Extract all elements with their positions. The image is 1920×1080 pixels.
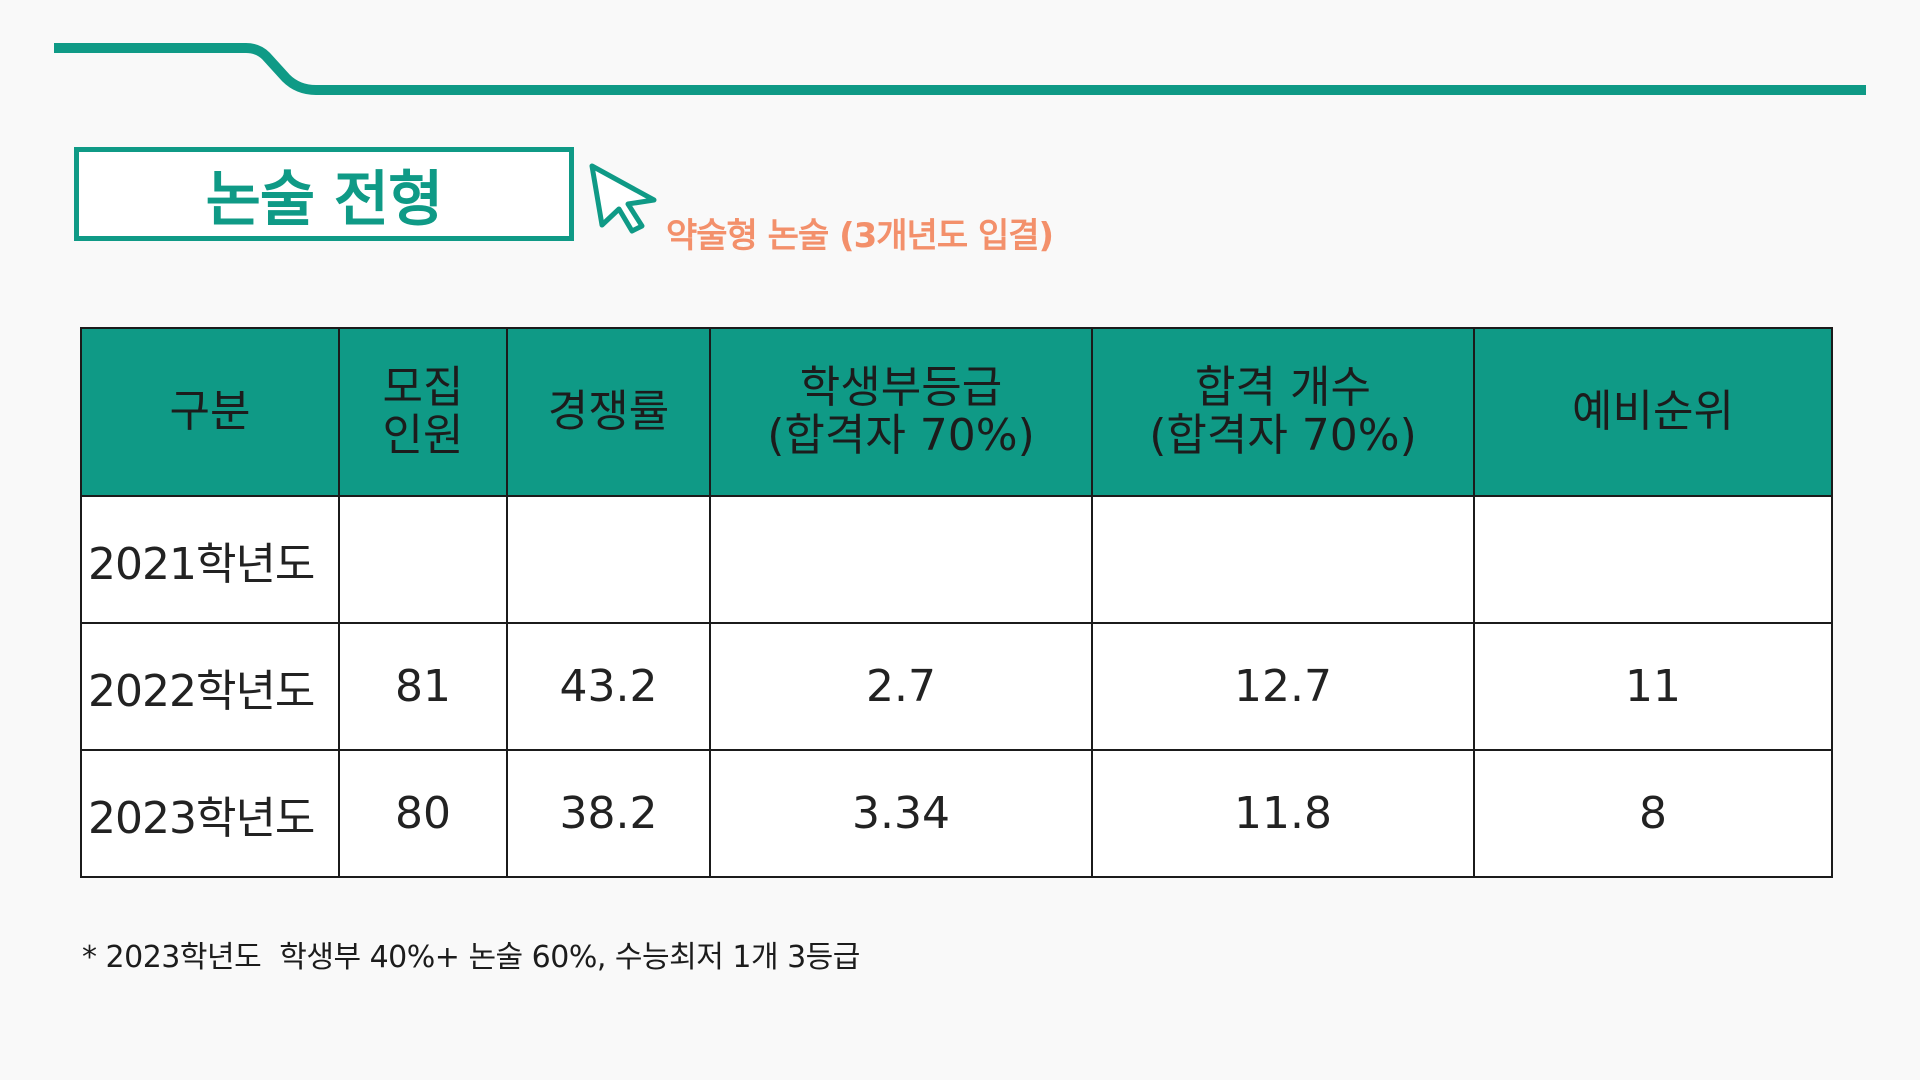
table-row: 2022학년도 81 43.2 2.7 12.7 11 xyxy=(80,622,1833,751)
cell-recruit xyxy=(338,495,508,624)
header-pass-count: 합격 개수 (합격자 70%) xyxy=(1091,327,1475,497)
cell-recruit: 80 xyxy=(338,749,508,878)
cell-waitlist: 8 xyxy=(1473,749,1833,878)
cell-grade: 2.7 xyxy=(709,622,1093,751)
cell-recruit: 81 xyxy=(338,622,508,751)
header-category: 구분 xyxy=(80,327,340,497)
cell-grade xyxy=(709,495,1093,624)
title-box: 논술 전형 xyxy=(74,147,574,241)
table-header-row: 구분 모집 인원 경쟁률 학생부등급 (합격자 70%) 합격 개수 (합격자 … xyxy=(80,327,1833,497)
admission-results-table: 구분 모집 인원 경쟁률 학생부등급 (합격자 70%) 합격 개수 (합격자 … xyxy=(80,327,1833,878)
cell-competition xyxy=(506,495,711,624)
cell-year: 2023학년도 xyxy=(80,749,340,878)
footnote: * 2023학년도 학생부 40%+ 논술 60%, 수능최저 1개 3등급 xyxy=(82,940,860,975)
cell-pass-count xyxy=(1091,495,1475,624)
cell-competition: 43.2 xyxy=(506,622,711,751)
cell-pass-count: 11.8 xyxy=(1091,749,1475,878)
cell-pass-count: 12.7 xyxy=(1091,622,1475,751)
subtitle: 약술형 논술 (3개년도 입결) xyxy=(666,216,1054,256)
header-waitlist: 예비순위 xyxy=(1473,327,1833,497)
top-rule-decoration xyxy=(54,43,1866,95)
header-recruit: 모집 인원 xyxy=(338,327,508,497)
header-grade: 학생부등급 (합격자 70%) xyxy=(709,327,1093,497)
table-row: 2021학년도 xyxy=(80,495,1833,624)
cell-waitlist: 11 xyxy=(1473,622,1833,751)
cursor-arrow-icon xyxy=(589,163,657,234)
cell-year: 2021학년도 xyxy=(80,495,340,624)
cell-grade: 3.34 xyxy=(709,749,1093,878)
cell-competition: 38.2 xyxy=(506,749,711,878)
cell-year: 2022학년도 xyxy=(80,622,340,751)
cell-waitlist xyxy=(1473,495,1833,624)
table-row: 2023학년도 80 38.2 3.34 11.8 8 xyxy=(80,749,1833,878)
page-title: 논술 전형 xyxy=(205,164,444,235)
header-competition: 경쟁률 xyxy=(506,327,711,497)
